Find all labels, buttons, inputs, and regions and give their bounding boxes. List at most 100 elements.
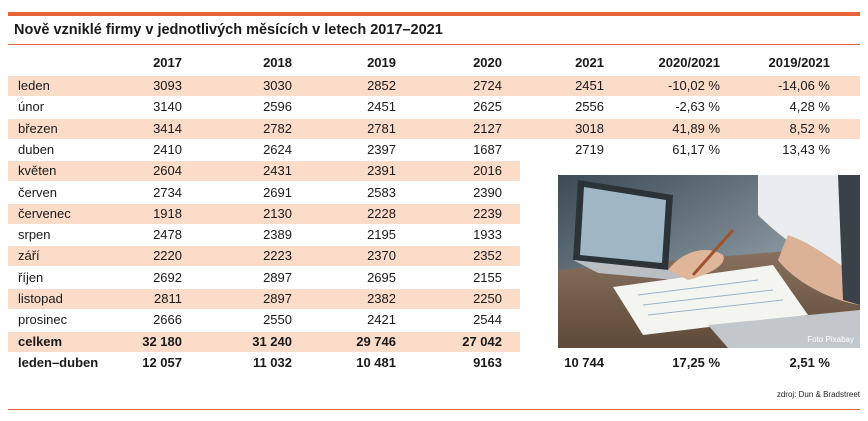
table-cell: 2781 — [367, 120, 396, 136]
table-cell: 3414 — [153, 120, 182, 136]
table-cell: 2451 — [575, 78, 604, 93]
table-cell: 8,52 % — [789, 120, 830, 136]
table-cell: 12 057 — [142, 354, 182, 370]
table-cell: 2811 — [154, 291, 182, 306]
table-cell: 2390 — [473, 184, 502, 200]
table-cell: 2550 — [263, 312, 292, 328]
row-highlight-band — [8, 161, 520, 182]
column-header: 2017 — [153, 55, 182, 70]
column-header: 2019/2021 — [768, 55, 830, 70]
table-cell: 2556 — [575, 99, 604, 115]
table-cell: 27 042 — [462, 333, 502, 349]
table-cell: 2852 — [367, 78, 396, 93]
row-label: březen — [18, 120, 58, 136]
table-cell: 3140 — [153, 99, 182, 115]
row-label: duben — [18, 141, 55, 157]
table-cell: 2195 — [367, 227, 396, 243]
table-cell: 4,28 % — [789, 99, 830, 115]
row-label: září — [18, 248, 40, 264]
row-label: květen — [18, 163, 57, 179]
row-highlight-band — [8, 118, 860, 139]
table-cell: 13,43 % — [782, 141, 830, 157]
photo-credit: Foto Pixabay — [807, 335, 854, 344]
column-header: 2019 — [367, 55, 396, 70]
table-cell: 2666 — [153, 312, 182, 328]
table-cell: 17,25 % — [672, 354, 720, 370]
row-label: prosinec — [18, 312, 68, 328]
table-cell: 3018 — [575, 120, 604, 136]
table-cell: 61,17 % — [672, 141, 720, 157]
row-highlight-band — [8, 331, 520, 352]
table-cell: 9163 — [473, 354, 502, 370]
stock-photo: Foto Pixabay — [558, 175, 860, 348]
table-cell: 2239 — [473, 205, 502, 221]
table-cell: 10 744 — [564, 354, 604, 370]
table-cell: 29 746 — [356, 333, 396, 349]
column-header: 2018 — [263, 55, 292, 70]
title-divider — [8, 44, 860, 45]
table-cell: 2016 — [473, 163, 502, 179]
table-cell: -10,02 % — [667, 78, 720, 93]
source-note: zdroj: Dun & Bradstreet — [776, 390, 860, 399]
row-label: červen — [18, 184, 58, 200]
table-cell: 2389 — [263, 227, 292, 243]
row-highlight-band — [8, 246, 520, 267]
table-cell: 3093 — [153, 78, 182, 93]
table-cell: 2451 — [367, 99, 396, 115]
table-cell: 2719 — [575, 141, 604, 157]
column-header: 2020/2021 — [658, 55, 720, 70]
table-cell: 1918 — [153, 205, 182, 221]
table-cell: 2596 — [263, 99, 292, 115]
table-cell: 2250 — [473, 291, 502, 306]
table-cell: 2478 — [153, 227, 182, 243]
table-cell: 11 032 — [252, 354, 292, 370]
table-cell: 2,51 % — [789, 354, 830, 370]
table-cell: 2734 — [153, 184, 182, 200]
column-header: 2020 — [473, 55, 502, 70]
table-cell: 2127 — [473, 120, 502, 136]
table-cell: 2782 — [263, 120, 292, 136]
row-highlight-band — [8, 76, 860, 96]
row-label: srpen — [18, 227, 51, 243]
table-cell: 2370 — [367, 248, 396, 264]
table-cell: 2382 — [367, 291, 396, 306]
table-title: Nově vzniklé firmy v jednotlivých měsící… — [14, 22, 443, 38]
table-cell: 32 180 — [142, 333, 182, 349]
column-header: 2021 — [575, 55, 604, 70]
table-cell: 2228 — [367, 205, 396, 221]
row-label: říjen — [18, 269, 44, 285]
table-cell: 2897 — [263, 269, 292, 285]
table-cell: 2223 — [263, 248, 292, 264]
table-cell: 2352 — [473, 248, 502, 264]
bottom-accent-rule — [8, 409, 860, 410]
table-cell: 2391 — [367, 163, 396, 179]
table-cell: 2410 — [153, 141, 182, 157]
table-cell: 2130 — [263, 205, 292, 221]
row-label: leden–duben — [18, 354, 99, 370]
row-highlight-band — [8, 203, 520, 224]
table-cell: 2695 — [367, 269, 396, 285]
office-photo-illustration: Foto Pixabay — [558, 175, 860, 348]
table-cell: 1933 — [473, 227, 502, 243]
table-cell: -2,63 % — [675, 99, 720, 115]
table-cell: 3030 — [263, 78, 292, 93]
table-cell: -14,06 % — [777, 78, 830, 93]
table-cell: 2897 — [263, 291, 292, 306]
row-label: celkem — [18, 333, 63, 349]
row-label: červenec — [18, 205, 71, 221]
table-cell: 2625 — [473, 99, 502, 115]
table-cell: 2544 — [473, 312, 502, 328]
top-accent-rule — [8, 12, 860, 16]
table-cell: 41,89 % — [672, 120, 720, 136]
table-cell: 2692 — [153, 269, 182, 285]
row-highlight-band — [8, 289, 520, 309]
table-cell: 2220 — [153, 248, 182, 264]
table-cell: 2691 — [263, 184, 292, 200]
table-cell: 2421 — [367, 312, 396, 328]
table-cell: 2431 — [263, 163, 292, 179]
table-cell: 2397 — [367, 141, 396, 157]
table-cell: 2724 — [473, 78, 502, 93]
table-cell: 2155 — [473, 269, 502, 285]
row-label: listopad — [18, 291, 63, 306]
table-cell: 2583 — [367, 184, 396, 200]
